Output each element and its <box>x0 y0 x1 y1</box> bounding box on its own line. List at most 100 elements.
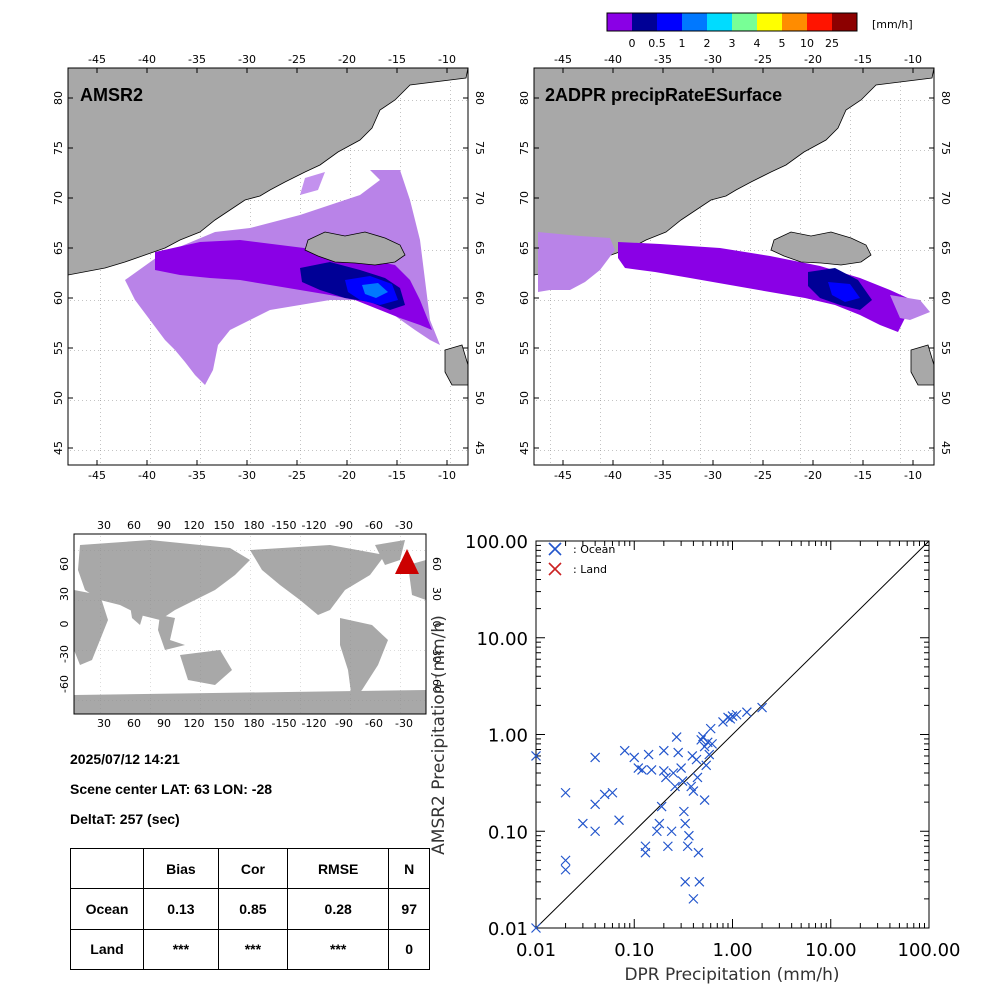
scatter-point <box>707 738 718 749</box>
colorbar-swatch <box>657 13 682 31</box>
dpr-light-swath <box>538 232 615 292</box>
statistics-table: Bias Cor RMSE N Ocean 0.13 0.85 0.28 97 … <box>70 847 430 971</box>
scatter-point <box>696 734 707 745</box>
scatter-point <box>680 876 691 887</box>
colorbar-swatch <box>757 13 782 31</box>
world-lat-tick-left: 0 <box>58 621 71 628</box>
lat-tick-label-left: 70 <box>518 191 531 205</box>
stats-cell: 97 <box>388 888 430 930</box>
y-axis-title: AMSR2 Precipitation (mm/h) <box>429 615 449 855</box>
map-frame <box>67 67 469 466</box>
lat-tick-label-right: 45 <box>939 441 952 455</box>
lat-tick-label-right: 45 <box>473 441 486 455</box>
lat-tick-label-right: 65 <box>939 241 952 255</box>
lon-tick-label-bottom: -45 <box>88 469 106 482</box>
lat-tick-label-right: 75 <box>473 141 486 155</box>
scatter-point <box>668 768 679 778</box>
lat-tick-label-right: 60 <box>473 291 486 305</box>
lat-tick-label-left: 70 <box>52 191 65 205</box>
y-tick-label: 10.00 <box>476 629 528 650</box>
dpr-east-light <box>890 295 930 320</box>
world-lat-tick-right: -30 <box>430 645 443 663</box>
lat-tick-label-right: 70 <box>473 191 486 205</box>
scatter-point <box>560 787 571 798</box>
lon-tick-label-bottom: -15 <box>388 469 406 482</box>
colorbar-tick-label: 25 <box>825 37 839 50</box>
scatter-point <box>677 776 688 787</box>
stats-header-cell <box>70 847 144 890</box>
iceland-land <box>770 231 872 266</box>
stats-header-cell: N <box>388 847 430 890</box>
world-lon-tick-top: 90 <box>157 519 171 532</box>
scatter-point <box>660 772 671 783</box>
lon-tick-label-bottom: -25 <box>754 469 772 482</box>
world-lon-tick-bottom: 60 <box>127 717 141 730</box>
world-lon-tick-top: -60 <box>365 519 383 532</box>
scatter-point <box>670 781 680 792</box>
lon-tick-label-top: -20 <box>804 53 822 66</box>
world-lon-tick-bottom: -30 <box>395 717 413 730</box>
scatter-point <box>654 818 665 829</box>
colorbar-tick-label: 4 <box>754 37 761 50</box>
scatter-point <box>590 752 601 763</box>
colorbar-swatch <box>707 13 732 31</box>
legend-marker <box>548 542 562 556</box>
lat-tick-label-right: 70 <box>939 191 952 205</box>
colorbar-frame <box>606 12 858 32</box>
lon-tick-label-top: -40 <box>138 53 156 66</box>
stats-cell: *** <box>286 928 390 971</box>
colorbar-swatch <box>832 13 857 31</box>
scatter-point <box>688 893 699 904</box>
dpr-heavy-core-blue <box>828 282 860 302</box>
colorbar-tick-label: 3 <box>729 37 736 50</box>
scatter-point <box>699 795 710 805</box>
y-tick-label: 100.00 <box>465 532 528 553</box>
map-frame <box>533 67 935 466</box>
scatter-point <box>637 765 647 775</box>
map-axes: -45 -45 -40 -40 -35 -35 -30 -30 -25 -25 -20 -20 -15 -… <box>518 53 952 482</box>
scatter-point <box>683 830 694 841</box>
scatter-point <box>688 786 699 797</box>
scotland-land <box>910 344 934 386</box>
panel-label-amsr2: AMSR2 <box>80 85 143 105</box>
world-lat-tick-left: -30 <box>58 645 71 663</box>
colorbar-tick-label: 1 <box>679 37 686 50</box>
colorbar-swatch <box>632 13 657 31</box>
scatter-point <box>699 741 710 752</box>
scatter-point <box>691 754 702 765</box>
scatter-point <box>678 806 689 817</box>
stats-header-cell: RMSE <box>286 847 390 890</box>
stats-row-land: Land *** *** *** 0 <box>70 928 430 971</box>
colorbar-unit: [mm/h] <box>872 18 913 31</box>
world-lon-tick-top: -90 <box>335 519 353 532</box>
colorbar: 0 0.5 1 2 3 4 5 10 25 <box>606 12 858 50</box>
lon-tick-label-top: -30 <box>704 53 722 66</box>
lon-tick-label-bottom: -25 <box>288 469 306 482</box>
scatter-point <box>531 923 541 933</box>
lat-tick-label-left: 80 <box>52 91 65 105</box>
scatter-points <box>531 702 768 933</box>
scatter-point <box>599 789 610 800</box>
lon-tick-label-bottom: -30 <box>704 469 722 482</box>
scatter-point <box>640 847 651 858</box>
colorbar-swatch <box>807 13 832 31</box>
stats-row-ocean: Ocean 0.13 0.85 0.28 97 <box>70 888 430 930</box>
stats-cell: 0.13 <box>143 888 219 930</box>
scatter-point <box>658 766 669 776</box>
world-lat-tick-right: 30 <box>430 587 443 601</box>
world-frame <box>73 533 427 715</box>
scatter-point <box>577 818 588 829</box>
stats-cell: *** <box>217 928 288 971</box>
lon-tick-label-bottom: -45 <box>554 469 572 482</box>
lat-tick-label-left: 45 <box>518 441 531 455</box>
dpr-medium-swath <box>618 242 912 332</box>
world-lat-tick-left: 60 <box>58 557 71 571</box>
scatter-point <box>693 847 704 858</box>
world-lon-tick-top: 30 <box>97 519 111 532</box>
scatter-point <box>701 760 712 771</box>
stats-header-row: Bias Cor RMSE N <box>70 847 430 890</box>
lat-tick-label-left: 55 <box>52 341 65 355</box>
world-lon-tick-top: -150 <box>272 519 297 532</box>
world-lon-tick-top: 180 <box>244 519 265 532</box>
lat-tick-label-right: 80 <box>473 91 486 105</box>
